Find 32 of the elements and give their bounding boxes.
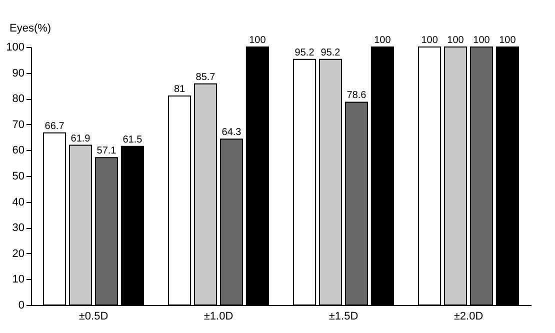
data-label: 61.5 bbox=[122, 134, 143, 146]
y-tick-label: 10 bbox=[12, 274, 24, 286]
y-tick-label: 20 bbox=[12, 248, 24, 260]
y-tick-label: 0 bbox=[18, 300, 24, 312]
data-label: 100 bbox=[421, 35, 438, 46]
y-tick-label: 100 bbox=[6, 42, 24, 54]
data-label: 100 bbox=[473, 35, 490, 46]
data-label: 100 bbox=[447, 35, 464, 46]
y-tick-label: 40 bbox=[12, 196, 24, 208]
data-label: 78.6 bbox=[346, 90, 367, 102]
y-tick-label: 30 bbox=[12, 222, 24, 234]
data-label: 66.7 bbox=[44, 120, 65, 132]
data-label: 81 bbox=[174, 84, 186, 96]
data-label: 57.1 bbox=[96, 146, 117, 157]
y-tick-label: 90 bbox=[12, 67, 24, 80]
y-tick-label: 80 bbox=[12, 93, 24, 106]
data-label: 100 bbox=[249, 35, 266, 46]
data-label: 100 bbox=[374, 35, 392, 46]
data-label: 95.2 bbox=[320, 47, 341, 58]
data-label: 95.2 bbox=[294, 47, 315, 58]
data-label: 100 bbox=[499, 35, 516, 46]
data-label: 85.7 bbox=[196, 72, 216, 83]
data-label: 61.9 bbox=[70, 133, 91, 144]
x-tick-label: ±0.5D bbox=[78, 310, 108, 322]
y-tick-label: 70 bbox=[12, 118, 24, 131]
x-tick-label: ±1.0D bbox=[204, 310, 234, 322]
y-tick-label: 60 bbox=[12, 144, 24, 157]
x-tick-label: ±1.5D bbox=[328, 310, 358, 322]
x-tick-label: ±2.0D bbox=[454, 310, 484, 322]
y-tick-label: 50 bbox=[12, 170, 24, 182]
data-label: 64.3 bbox=[222, 127, 242, 138]
y-axis-title: Eyes(%) bbox=[10, 22, 52, 34]
